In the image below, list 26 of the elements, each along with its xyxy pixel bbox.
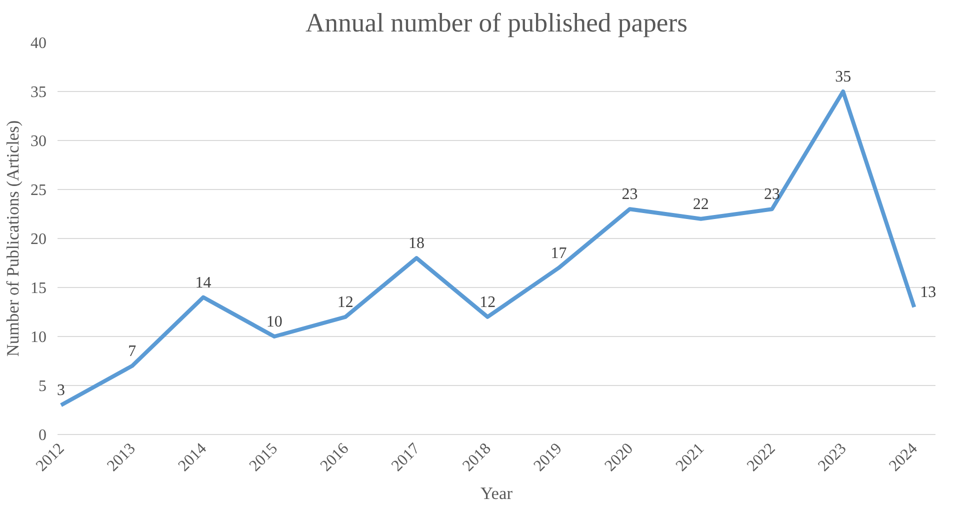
data-label: 10 [266, 314, 282, 330]
y-axis-title: Number of Publications (Articles) [4, 120, 22, 357]
y-tick-label: 35 [30, 84, 46, 101]
y-tick-label: 30 [30, 133, 46, 150]
data-label: 23 [622, 186, 638, 204]
x-axis-title: Year [480, 484, 513, 503]
data-label: 35 [835, 68, 852, 86]
data-label: 17 [550, 244, 567, 262]
y-tick-label: 25 [30, 182, 46, 199]
chart-title: Annual number of published papers [306, 8, 688, 38]
data-label: 12 [337, 294, 354, 311]
data-label: 7 [128, 342, 136, 360]
y-tick-label: 40 [30, 35, 46, 52]
data-label: 14 [195, 274, 212, 292]
y-tick-label: 5 [38, 378, 46, 395]
data-label: 12 [480, 294, 496, 311]
data-label: 22 [692, 196, 709, 213]
y-tick-label: 0 [38, 427, 46, 444]
data-label: 18 [408, 235, 425, 252]
line-series [59, 90, 916, 408]
data-label: 23 [764, 186, 780, 204]
y-tick-label: 10 [30, 329, 46, 346]
y-tick-label: 15 [30, 280, 46, 297]
y-tick-label: 20 [30, 231, 46, 248]
data-label: 3 [57, 382, 66, 400]
data-label: 13 [920, 284, 936, 302]
